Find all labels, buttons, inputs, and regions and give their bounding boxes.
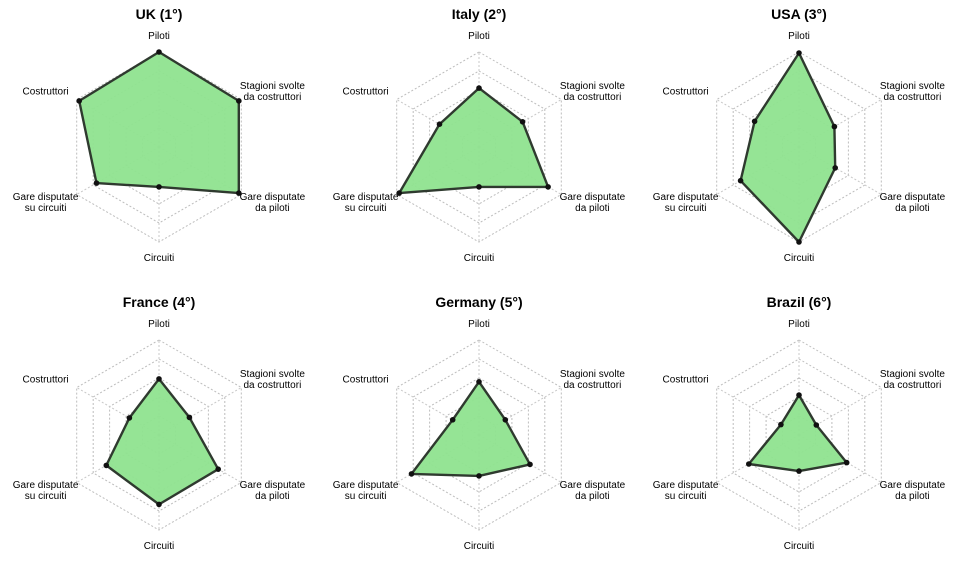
data-point [813,422,820,428]
axis-label: Gare disputate su circuiti [13,480,79,502]
data-point [103,462,110,469]
data-point [796,239,802,245]
data-area [105,377,220,506]
axis-label: Gare disputate da piloti [240,192,306,214]
data-point [796,392,802,398]
axis-label: Gare disputate da piloti [560,480,626,502]
data-point [796,50,802,56]
data-point [843,459,850,466]
axis-label: Gare disputate su circuiti [653,192,719,214]
data-point [476,184,482,190]
axis-label: Gare disputate su circuiti [333,480,399,502]
axis-label: Circuiti [144,253,175,264]
data-point [476,473,482,479]
data-point [751,118,758,125]
data-point [126,415,133,421]
axis-label: Gare disputate da piloti [880,192,946,214]
axis-label: Piloti [788,31,810,42]
data-area [739,51,837,244]
data-point [93,180,100,186]
axis-label: Gare disputate da piloti [880,480,946,502]
radar-panel: France (4°) Piloti Stagioni svolte da costr… [13,294,306,552]
axis-label: Costruttori [23,87,69,98]
grid-ring [716,339,882,531]
chart-title: UK (1°) [136,6,183,22]
axis-label: Circuiti [464,253,495,264]
axis-label: Stagioni svolte da costruttori [560,81,625,103]
chart-title: Brazil (6°) [767,294,832,310]
data-point [737,177,744,184]
data-point [236,190,242,196]
axis-label: Stagioni svolte da costruttori [880,81,945,103]
axis-label: Circuiti [784,253,815,264]
axis-label: Piloti [148,319,170,330]
radar-panel: Brazil (6°) Piloti Stagioni svolte da costr… [653,294,946,552]
axis-label: Piloti [468,319,490,330]
data-area [410,380,532,478]
axis-label: Gare disputate su circuiti [13,192,79,214]
radar-panel: Italy (2°) Piloti Stagioni svolte da costru… [333,6,626,264]
radar-panel: Germany (5°) Piloti Stagioni svolte da cost… [333,294,626,552]
radar-panel: UK (1°) Piloti Stagioni svolte da costrutto… [13,6,306,264]
axis-label: Circuiti [784,541,815,552]
axis-label: Costruttori [23,375,69,386]
axis-label: Gare disputate da piloti [240,480,306,502]
data-point [396,190,403,196]
data-area [747,393,848,473]
data-point [449,417,456,423]
axis-label: Gare disputate da piloti [560,192,626,214]
axis-label: Stagioni svolte da costruttori [240,369,305,391]
grid-ring [76,339,242,531]
data-point [746,461,752,467]
axis-label: Circuiti [464,541,495,552]
axis-label: Stagioni svolte da costruttori [560,369,625,391]
chart-title: Italy (2°) [452,6,507,22]
data-point [527,461,533,468]
data-point [436,121,443,127]
data-point [476,379,482,385]
data-point [156,376,162,382]
axis-label: Stagioni svolte da costruttori [240,81,305,103]
data-point [502,417,509,423]
axis-label: Costruttori [663,375,709,386]
axis-label: Costruttori [343,375,389,386]
data-point [408,471,415,477]
data-point [156,501,162,508]
chart-title: Germany (5°) [435,294,522,310]
axis-label: Piloti [468,31,490,42]
data-point [519,119,526,125]
data-point [778,421,784,428]
data-point [476,85,482,91]
axis-label: Circuiti [144,541,175,552]
grid-ring [396,339,562,531]
data-point [796,468,802,474]
axis-label: Costruttori [663,87,709,98]
grid-ring [396,51,562,243]
data-point [76,98,82,104]
data-area [77,50,241,195]
radar-panel: USA (3°) Piloti Stagioni svolte da costrutt… [653,6,946,264]
axis-label: Gare disputate su circuiti [653,480,719,502]
data-point [832,165,838,171]
grid-ring [76,51,242,243]
data-point [156,184,162,190]
data-point [236,98,242,104]
chart-title: USA (3°) [771,6,827,22]
chart-title: France (4°) [123,294,196,310]
data-point [156,49,162,55]
data-point [186,414,193,421]
axis-label: Stagioni svolte da costruttori [880,369,945,391]
data-point [215,466,221,473]
axis-label: Costruttori [343,87,389,98]
axis-label: Piloti [148,31,170,42]
data-point [545,184,551,190]
axis-label: Piloti [788,319,810,330]
data-point [831,123,838,130]
axis-label: Gare disputate su circuiti [333,192,399,214]
